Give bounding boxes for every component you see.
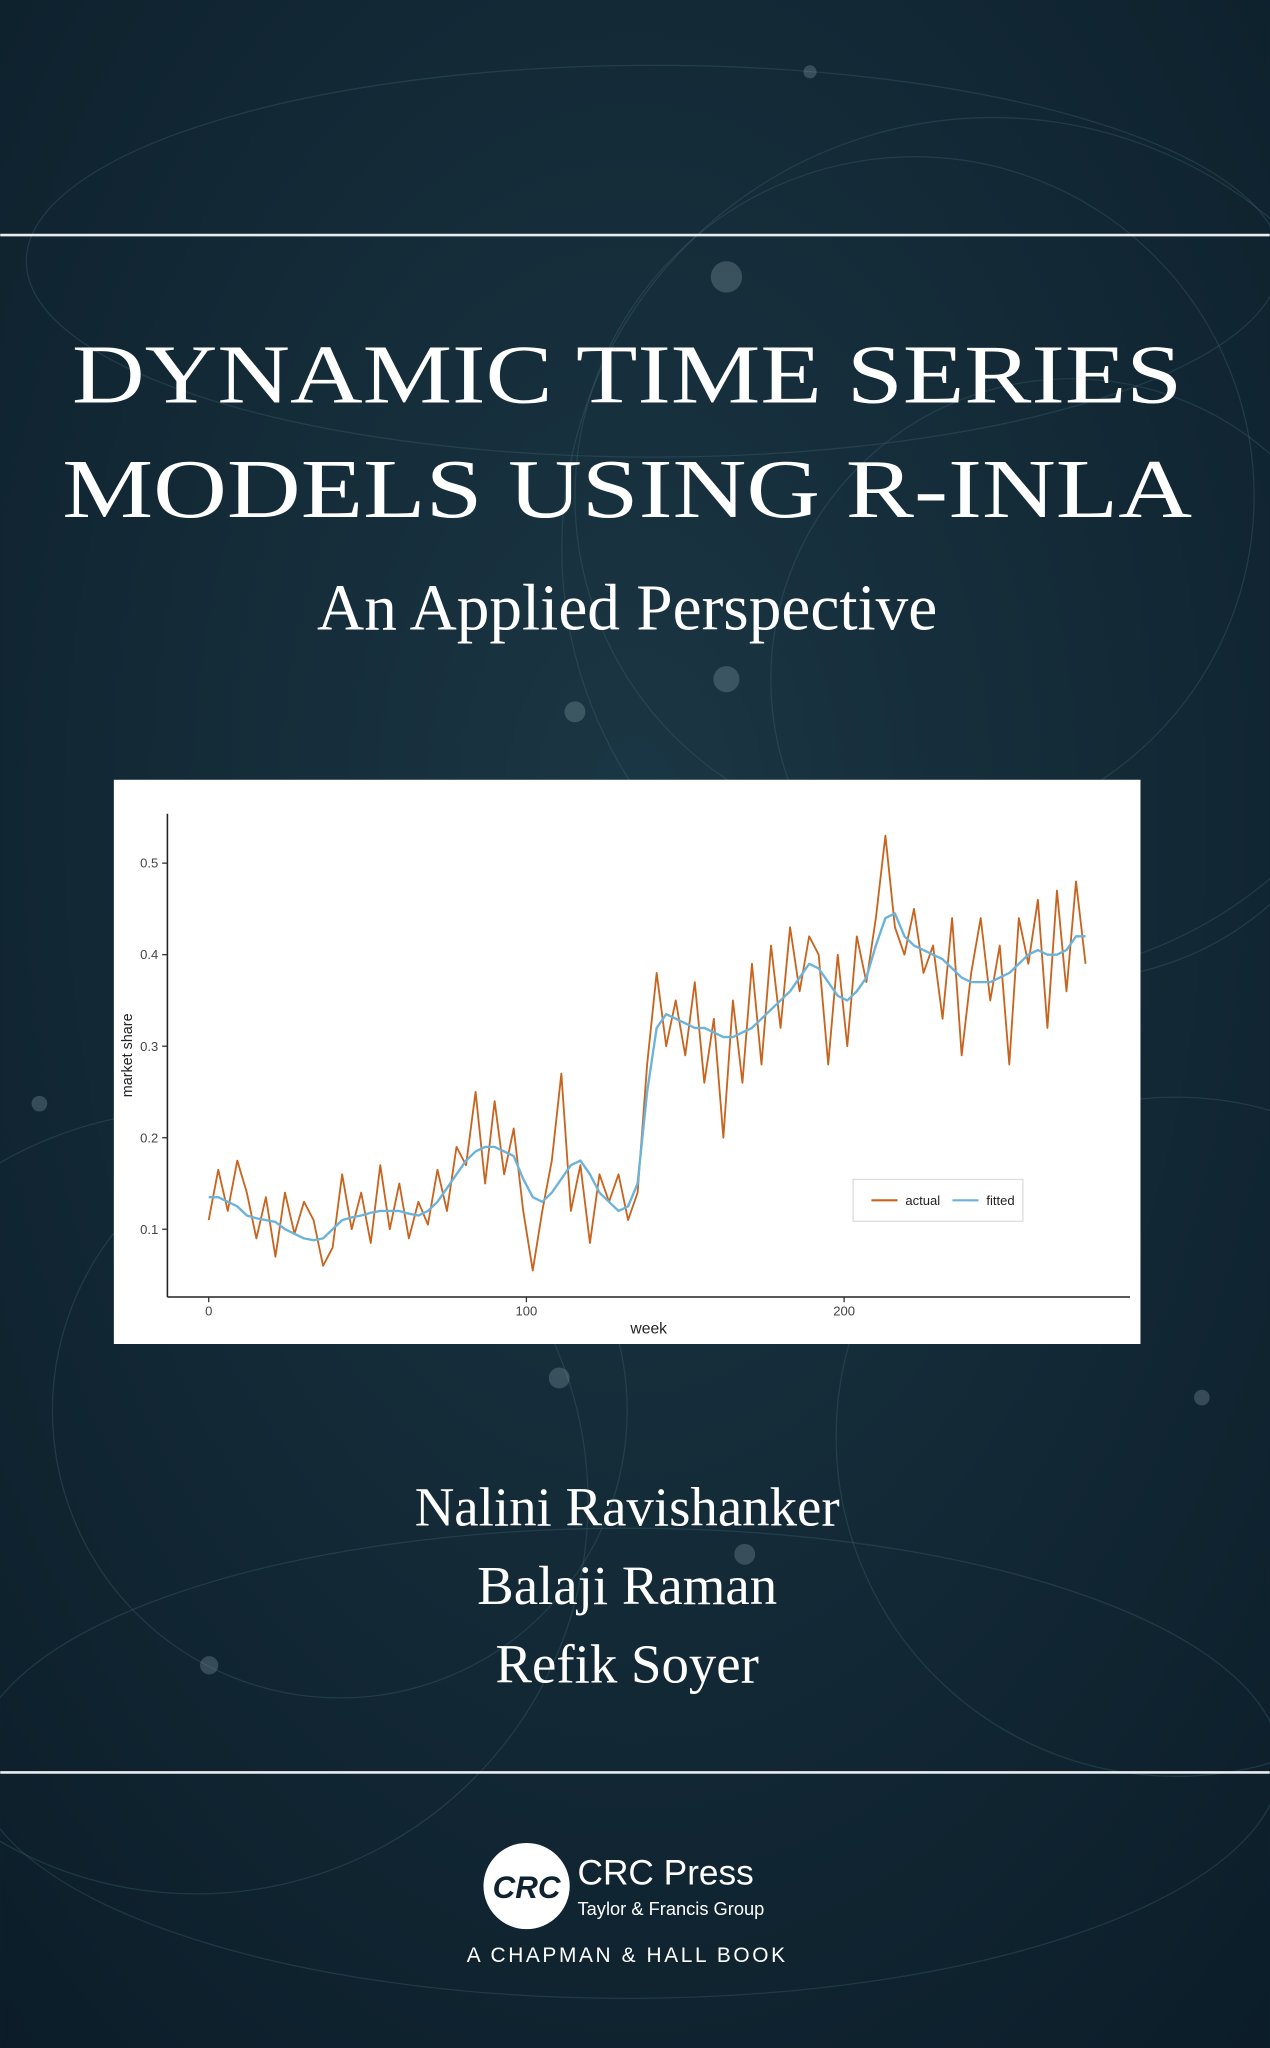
y-axis-label: market share (120, 1013, 136, 1097)
chart: 0.1 0.2 0.3 0.4 0.5 0 100 200 week market share ac… (120, 813, 1131, 1338)
x-tick-label: 100 (516, 1303, 538, 1318)
chart-panel (113, 779, 1141, 1344)
author: Nalini Ravishanker (415, 1477, 840, 1538)
legend-label: actual (905, 1193, 940, 1208)
author: Balaji Raman (477, 1555, 777, 1616)
logo-text: CRC (493, 1870, 561, 1905)
publisher-logo (483, 1842, 570, 1930)
series-name: A CHAPMAN & HALL BOOK (467, 1944, 788, 1967)
bokeh-dots (31, 65, 1210, 1675)
publisher-name: CRC Press (578, 1854, 754, 1893)
series-line (208, 912, 1086, 1242)
x-axis-label: week (629, 1321, 667, 1338)
y-tick-label: 0.1 (140, 1222, 158, 1237)
legend-label: fitted (986, 1193, 1014, 1208)
x-tick-label: 0 (205, 1303, 212, 1318)
title-line: DYNAMIC TIME SERIES (72, 329, 1182, 421)
publisher-group: Taylor & Francis Group (578, 1898, 765, 1919)
y-tick-label: 0.5 (140, 856, 158, 871)
x-tick-label: 200 (833, 1303, 855, 1318)
title-line: MODELS USING R-INLA (62, 444, 1192, 536)
y-tick-label: 0.3 (140, 1039, 158, 1054)
author: Refik Soyer (495, 1633, 759, 1694)
subtitle: An Applied Perspective (317, 573, 937, 645)
y-tick-label: 0.2 (140, 1130, 158, 1145)
y-tick-label: 0.4 (140, 947, 158, 962)
